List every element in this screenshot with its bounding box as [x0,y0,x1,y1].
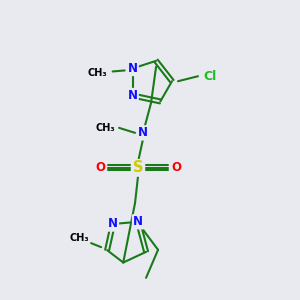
Text: N: N [133,215,143,228]
Text: S: S [133,160,143,175]
Text: O: O [95,161,105,174]
Text: N: N [108,218,118,230]
Text: CH₃: CH₃ [69,233,89,243]
Text: N: N [128,62,138,75]
Text: Cl: Cl [203,70,217,83]
Text: N: N [128,89,138,102]
Text: O: O [171,161,181,174]
Text: N: N [138,126,148,140]
Text: CH₃: CH₃ [95,123,115,133]
Text: CH₃: CH₃ [88,68,107,79]
